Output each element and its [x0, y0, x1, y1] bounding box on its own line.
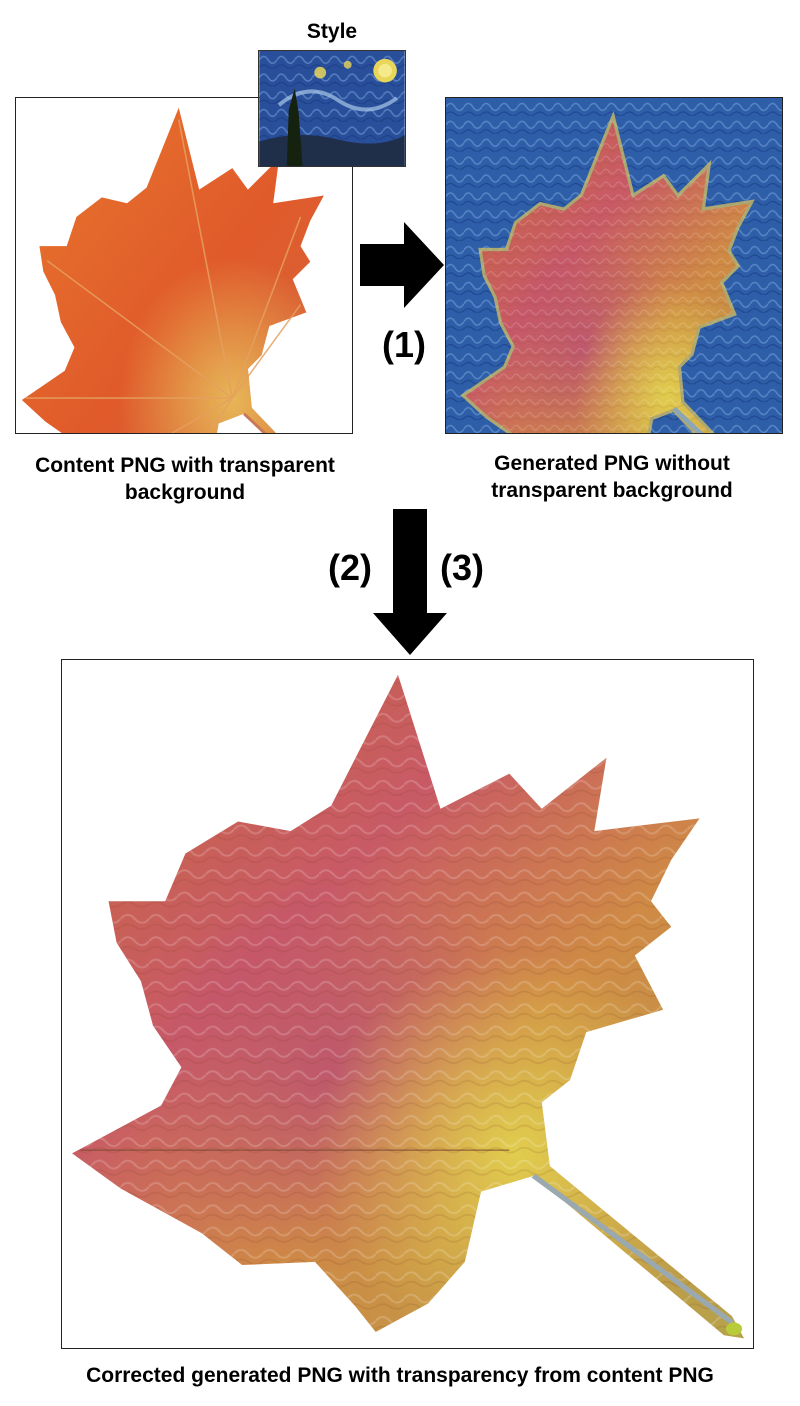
- step-2-label: (2): [328, 547, 372, 588]
- step-3-label: (3): [440, 547, 484, 588]
- generated-image-panel: [445, 97, 783, 434]
- arrow-right-step1: [360, 222, 444, 308]
- style-image: [258, 50, 406, 167]
- generated-caption: Generated PNG without transparent backgr…: [491, 452, 733, 503]
- content-leaf-image: [21, 107, 346, 433]
- corrected-image-panel: [61, 659, 754, 1349]
- step-1-label: (1): [382, 324, 426, 365]
- corrected-leaf-image: [72, 674, 745, 1339]
- arrow-down-step2-3: [373, 509, 447, 655]
- style-label: Style: [306, 20, 358, 43]
- content-caption: Content PNG with transparent background: [35, 454, 335, 505]
- generated-leaf-image: [446, 98, 782, 433]
- corrected-caption: Corrected generated PNG with transparenc…: [86, 1364, 714, 1387]
